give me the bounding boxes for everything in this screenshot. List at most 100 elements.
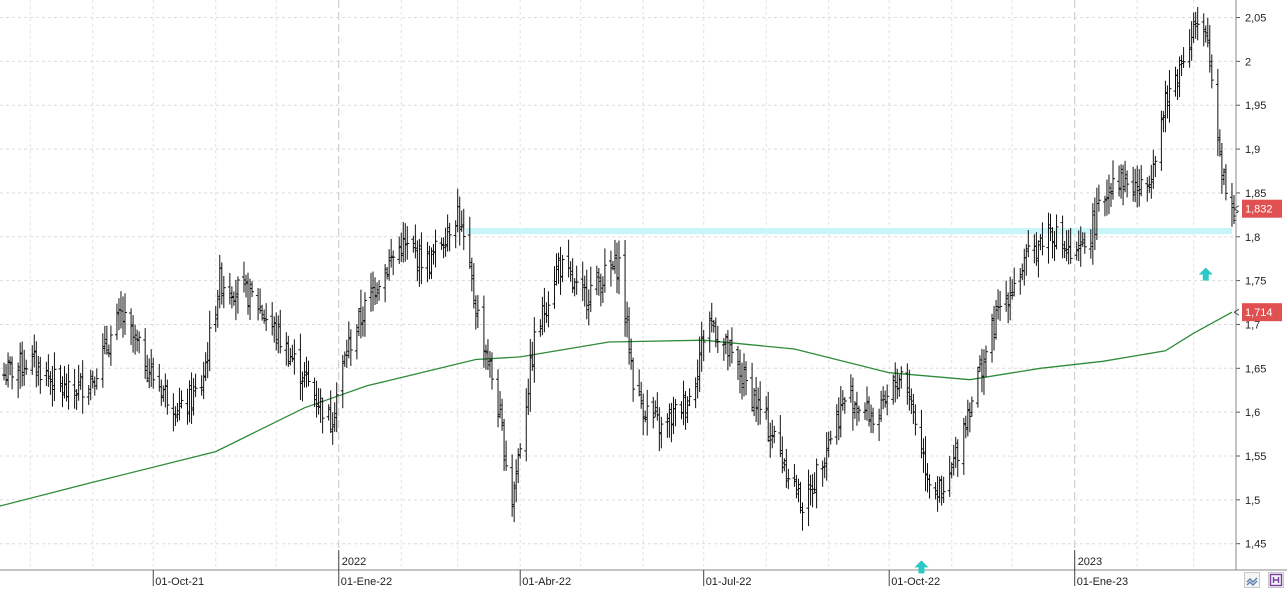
ohlc-bar bbox=[1219, 142, 1224, 194]
ohlc-bar bbox=[1117, 165, 1122, 197]
ohlc-bar bbox=[131, 315, 136, 353]
ohlc-bar bbox=[977, 355, 982, 372]
y-tick-label: 1,55 bbox=[1245, 451, 1266, 463]
ohlc-bar bbox=[879, 390, 884, 422]
ohlc-bar bbox=[227, 273, 232, 305]
ohlc-bar bbox=[810, 474, 815, 508]
ohlc-bar bbox=[637, 369, 642, 397]
ohlc-bar bbox=[641, 393, 646, 436]
ohlc-bar bbox=[1010, 279, 1015, 300]
ohlc-bar bbox=[794, 474, 799, 499]
ohlc-bar bbox=[201, 361, 206, 400]
ohlc-bar bbox=[320, 397, 325, 434]
ohlc-bar bbox=[645, 389, 650, 436]
ohlc-bar bbox=[725, 330, 730, 371]
ohlc-bar bbox=[1119, 164, 1124, 199]
ohlc-bar bbox=[199, 375, 204, 396]
ohlc-bar bbox=[46, 354, 51, 387]
ohlc-bar bbox=[22, 349, 27, 386]
ohlc-bar bbox=[881, 386, 886, 410]
ohlc-bar bbox=[292, 339, 297, 375]
x-tick-label: 01-Jul-22 bbox=[706, 576, 752, 588]
ohlc-bar bbox=[270, 302, 275, 336]
ohlc-bar bbox=[800, 502, 805, 531]
ohlc-bar bbox=[1151, 149, 1156, 189]
ohlc-bar bbox=[1026, 230, 1031, 258]
ohlc-bar bbox=[417, 238, 422, 287]
ohlc-bar bbox=[707, 311, 712, 353]
ohlc-bar bbox=[318, 388, 323, 423]
ohlc-bar bbox=[44, 361, 49, 386]
ohlc-bar bbox=[221, 275, 226, 309]
ohlc-bar bbox=[250, 281, 255, 298]
y-tick-label: 1,65 bbox=[1245, 363, 1266, 375]
ohlc-bars-layer bbox=[2, 7, 1238, 531]
ohlc-bar bbox=[836, 397, 841, 441]
ohlc-bar bbox=[848, 374, 853, 403]
ohlc-bar bbox=[233, 279, 238, 321]
x-tick-label: 01-Ene-22 bbox=[341, 576, 392, 588]
ohlc-bar bbox=[544, 302, 549, 323]
ohlc-bar bbox=[272, 316, 277, 343]
ohlc-bar bbox=[1108, 183, 1113, 207]
ohlc-bar bbox=[981, 349, 986, 395]
ohlc-bar bbox=[742, 353, 747, 397]
ohlc-bar bbox=[411, 235, 416, 253]
ohlc-bar bbox=[314, 380, 319, 418]
ohlc-bar bbox=[433, 229, 438, 268]
ohlc-bar bbox=[8, 356, 13, 376]
ohlc-bar bbox=[992, 305, 997, 351]
ohlc-bar bbox=[798, 481, 803, 514]
ohlc-bar bbox=[758, 381, 763, 425]
ohlc-bar bbox=[485, 339, 490, 371]
ohlc-bar bbox=[334, 382, 339, 433]
ohlc-bar bbox=[814, 458, 819, 509]
ohlc-bar bbox=[459, 210, 464, 232]
ohlc-bar bbox=[1054, 214, 1059, 250]
ohlc-bar bbox=[828, 430, 833, 445]
ohlc-bar bbox=[586, 289, 591, 326]
save-icon[interactable] bbox=[1268, 572, 1284, 588]
ohlc-bar bbox=[667, 403, 672, 438]
markers-layer bbox=[914, 267, 1213, 574]
ohlc-bar bbox=[74, 389, 79, 410]
ohlc-bar bbox=[300, 371, 305, 402]
ohlc-bar bbox=[102, 325, 107, 355]
ohlc-bar bbox=[709, 302, 714, 333]
ohlc-bar bbox=[1163, 80, 1168, 133]
auto-scale-button[interactable] bbox=[1244, 572, 1260, 588]
ohlc-bar bbox=[1121, 164, 1126, 206]
ohlc-bar bbox=[78, 373, 83, 390]
support-band-layer bbox=[465, 228, 1232, 235]
ohlc-bar bbox=[951, 444, 956, 476]
ohlc-bar bbox=[467, 216, 472, 269]
ohlc-bar bbox=[129, 308, 134, 346]
ohlc-bar bbox=[665, 413, 670, 438]
ohlc-bar bbox=[681, 380, 686, 426]
y-tick-label: 1,95 bbox=[1245, 100, 1266, 112]
ohlc-bar bbox=[969, 396, 974, 417]
ohlc-bar bbox=[159, 379, 164, 406]
ohlc-bar bbox=[143, 328, 148, 379]
ohlc-bar bbox=[905, 363, 910, 405]
ohlc-bar bbox=[344, 339, 349, 369]
ohlc-bar bbox=[1217, 129, 1222, 157]
ohlc-bar bbox=[608, 250, 613, 287]
ohlc-bar bbox=[86, 384, 91, 405]
ohlc-bar bbox=[191, 378, 196, 416]
ohlc-bar bbox=[796, 478, 801, 503]
ohlc-bar bbox=[306, 360, 311, 387]
ohlc-bar bbox=[840, 390, 845, 411]
ohlc-bar bbox=[598, 273, 603, 307]
ohlc-bar bbox=[90, 370, 95, 389]
ohlc-bar bbox=[243, 274, 248, 298]
price-label-text: 1,714 bbox=[1245, 307, 1273, 319]
ohlc-bar bbox=[340, 354, 345, 409]
ohlc-bar bbox=[429, 247, 434, 279]
ohlc-bar bbox=[1111, 160, 1116, 200]
ohlc-bar bbox=[173, 406, 178, 426]
ohlc-bar bbox=[185, 388, 190, 425]
ohlc-bar bbox=[264, 303, 269, 332]
